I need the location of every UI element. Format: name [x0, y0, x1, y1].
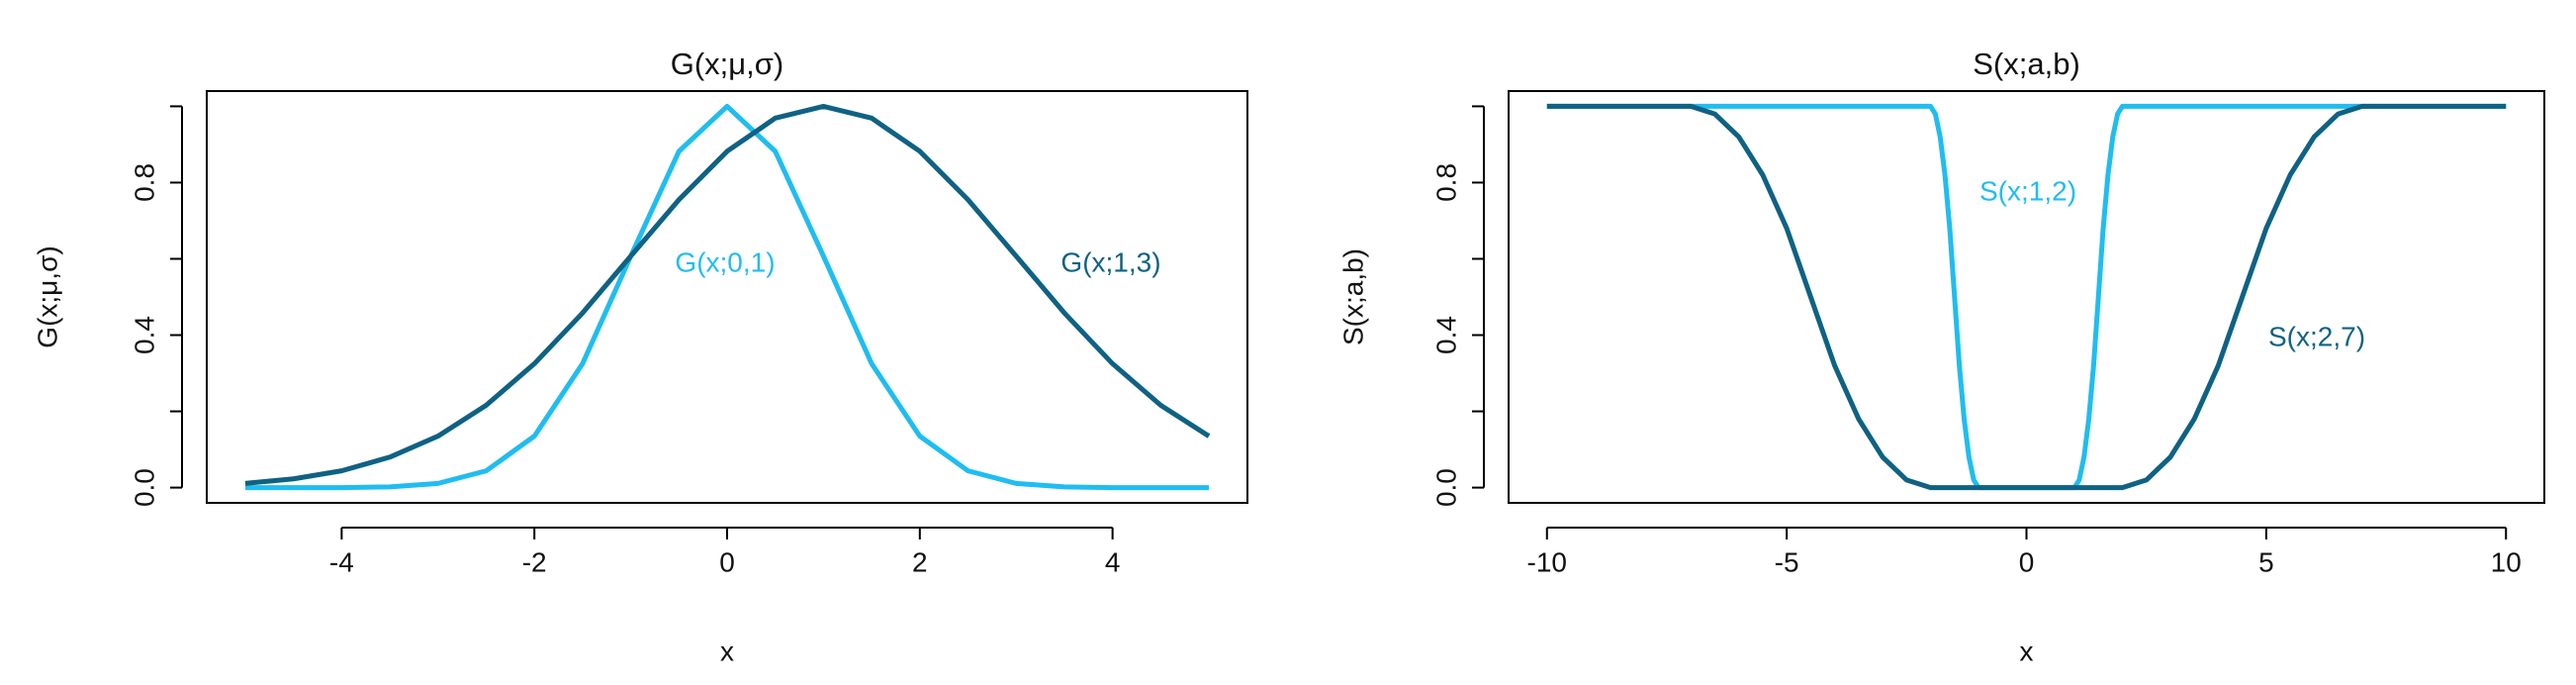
y-axis-label: S(x;a,b) — [1337, 248, 1368, 345]
y-tick-label: 0.8 — [1430, 163, 1461, 202]
x-tick-label: 0 — [719, 546, 735, 577]
x-tick-label: -5 — [1775, 546, 1799, 577]
series-label: G(x;1,3) — [1060, 246, 1160, 277]
chart-panel: G(x;μ,σ) x G(x;μ,σ) -4 -2 0 2 4 0.0 0.4 0.8 G(x;0,1… — [32, 47, 1248, 666]
x-tick-label: 10 — [2491, 546, 2522, 577]
chart-panel: S(x;a,b) x S(x;a,b) -10 -5 0 5 10 0.0 0.4 0.8 S(x;1… — [1337, 47, 2545, 666]
x-tick-label: 0 — [2019, 546, 2035, 577]
y-tick-label: 0.0 — [129, 468, 159, 507]
x-tick-label: -2 — [522, 546, 547, 577]
series-line — [244, 103, 1211, 486]
plot-box — [206, 90, 1248, 504]
series-line — [1546, 103, 2507, 491]
series-label: S(x;2,7) — [2268, 321, 2365, 351]
series-label: G(x;0,1) — [675, 246, 775, 277]
plot-box — [1508, 90, 2545, 504]
y-tick-label: 0.0 — [1430, 468, 1461, 507]
chart-title: G(x;μ,σ) — [671, 47, 783, 81]
x-tick-label: 5 — [2258, 546, 2274, 577]
y-tick-label: 0.4 — [1430, 316, 1461, 354]
x-axis-label: x — [2020, 636, 2034, 666]
y-tick-label: 0.4 — [129, 316, 159, 354]
x-tick-label: -4 — [329, 546, 354, 577]
series-label: S(x;1,2) — [1979, 175, 2076, 206]
x-tick-label: 4 — [1105, 546, 1121, 577]
y-axis-label: G(x;μ,σ) — [32, 245, 62, 347]
chart-title: S(x;a,b) — [1973, 47, 2080, 81]
series-line — [1546, 103, 2507, 491]
y-tick-label: 0.8 — [129, 163, 159, 202]
x-axis-label: x — [720, 636, 734, 666]
x-tick-label: 2 — [912, 546, 928, 577]
series-line — [244, 103, 1210, 491]
x-tick-label: -10 — [1527, 546, 1567, 577]
